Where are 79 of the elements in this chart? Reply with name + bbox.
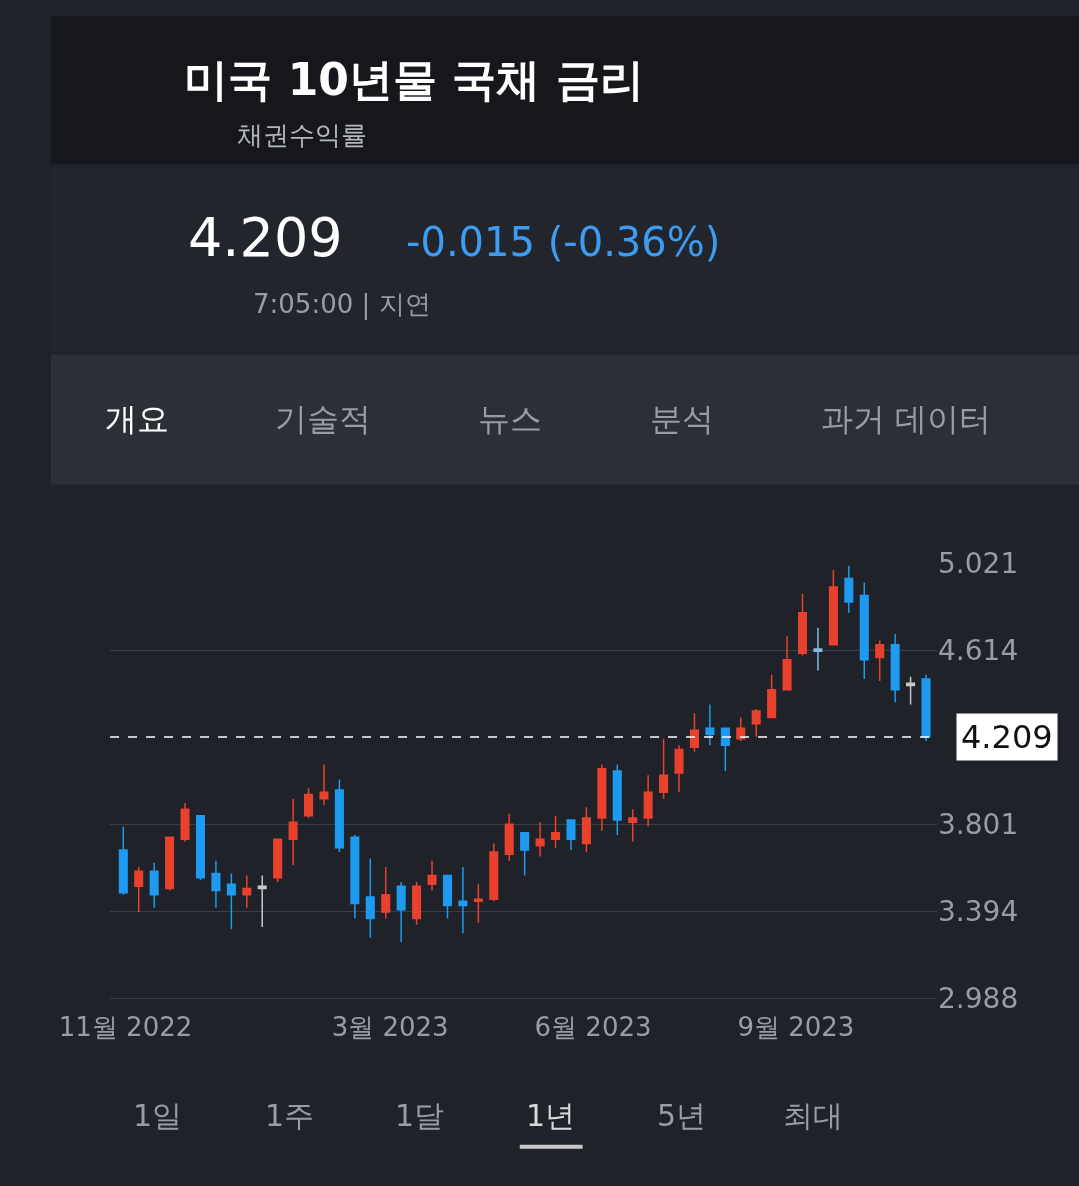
candlestick xyxy=(782,635,792,691)
text: 1달 xyxy=(395,1098,445,1133)
candlestick xyxy=(134,866,144,913)
candlestick xyxy=(504,812,514,862)
candlestick xyxy=(412,881,422,926)
text: 분석 xyxy=(650,400,714,438)
chart-title: 미국 10년물 국채 금리 xyxy=(184,53,644,105)
candlestick xyxy=(288,797,298,866)
candlestick xyxy=(566,819,576,851)
text: 1일 xyxy=(133,1098,183,1133)
candlestick xyxy=(705,703,715,746)
candlestick xyxy=(473,883,483,924)
candlestick xyxy=(643,774,653,828)
x-tick-label: 3월 2023 xyxy=(331,1012,449,1043)
candlestick xyxy=(257,874,267,928)
candlestick xyxy=(813,626,823,672)
candlestick xyxy=(118,825,128,896)
candlestick xyxy=(535,821,545,858)
candlestick xyxy=(458,866,468,935)
candlestick xyxy=(520,832,530,877)
candlestick xyxy=(396,881,406,943)
text: 최대 xyxy=(783,1098,843,1133)
candlestick xyxy=(273,838,283,883)
candlestick xyxy=(875,639,885,682)
y-tick-label: 4.614 xyxy=(938,634,1019,668)
x-tick-label: 11월 2022 xyxy=(58,1012,193,1043)
candlestick xyxy=(334,778,344,853)
candlestick xyxy=(581,806,591,853)
candlestick xyxy=(427,859,437,892)
y-tick-label: 3.801 xyxy=(938,807,1019,841)
candlestick xyxy=(442,874,453,920)
candlestick xyxy=(211,859,221,909)
text: 1주 xyxy=(265,1098,315,1133)
candlestick xyxy=(195,815,206,881)
candlestick xyxy=(165,836,175,892)
candlestick xyxy=(689,712,699,753)
y-tick-label: 3.394 xyxy=(938,894,1019,928)
candlestick xyxy=(365,857,375,939)
candlestick xyxy=(226,872,236,930)
y-tick-label: 2.988 xyxy=(938,981,1019,1015)
candlestick xyxy=(767,673,777,719)
candlestick xyxy=(828,569,838,646)
candlestick xyxy=(319,763,329,806)
chart-subtitle: 채권수익률 xyxy=(237,120,367,150)
candlestick xyxy=(890,633,900,704)
candlestick xyxy=(304,787,314,819)
x-tick-label: 9월 2023 xyxy=(737,1012,855,1043)
candlestick xyxy=(674,744,684,794)
text: 1년 xyxy=(526,1098,576,1133)
candlestick xyxy=(859,582,869,680)
candlestick xyxy=(844,564,854,614)
candlestick xyxy=(149,862,159,909)
candlestick xyxy=(659,738,669,800)
ref-line-label: 4.209 xyxy=(961,718,1053,756)
text: 뉴스 xyxy=(478,400,542,438)
candlestick xyxy=(242,874,252,909)
candlestick xyxy=(736,716,746,742)
text: 4.209 xyxy=(188,206,343,269)
text: -0.015 (-0.36%) xyxy=(406,219,721,265)
candlestick xyxy=(180,802,190,843)
candlestick xyxy=(350,834,360,920)
text: 5년 xyxy=(657,1098,707,1133)
candlestick xyxy=(906,676,916,706)
candlestick xyxy=(628,808,638,843)
candlestick xyxy=(720,727,730,772)
candlestick xyxy=(612,763,622,836)
candlestick xyxy=(797,592,808,657)
candlestick xyxy=(751,708,761,738)
candlestick xyxy=(381,866,391,920)
candlestick xyxy=(921,673,931,742)
text: 과거 데이터 xyxy=(821,400,992,438)
y-tick-label: 5.021 xyxy=(938,547,1019,581)
text: 기술적 xyxy=(275,400,371,438)
candlestick xyxy=(551,815,561,849)
candlestick xyxy=(597,763,607,832)
text: 개요 xyxy=(105,400,169,438)
candlestick xyxy=(489,842,499,903)
x-tick-label: 6월 2023 xyxy=(534,1012,652,1043)
text: 7:05:00 | 지연 xyxy=(253,289,431,320)
